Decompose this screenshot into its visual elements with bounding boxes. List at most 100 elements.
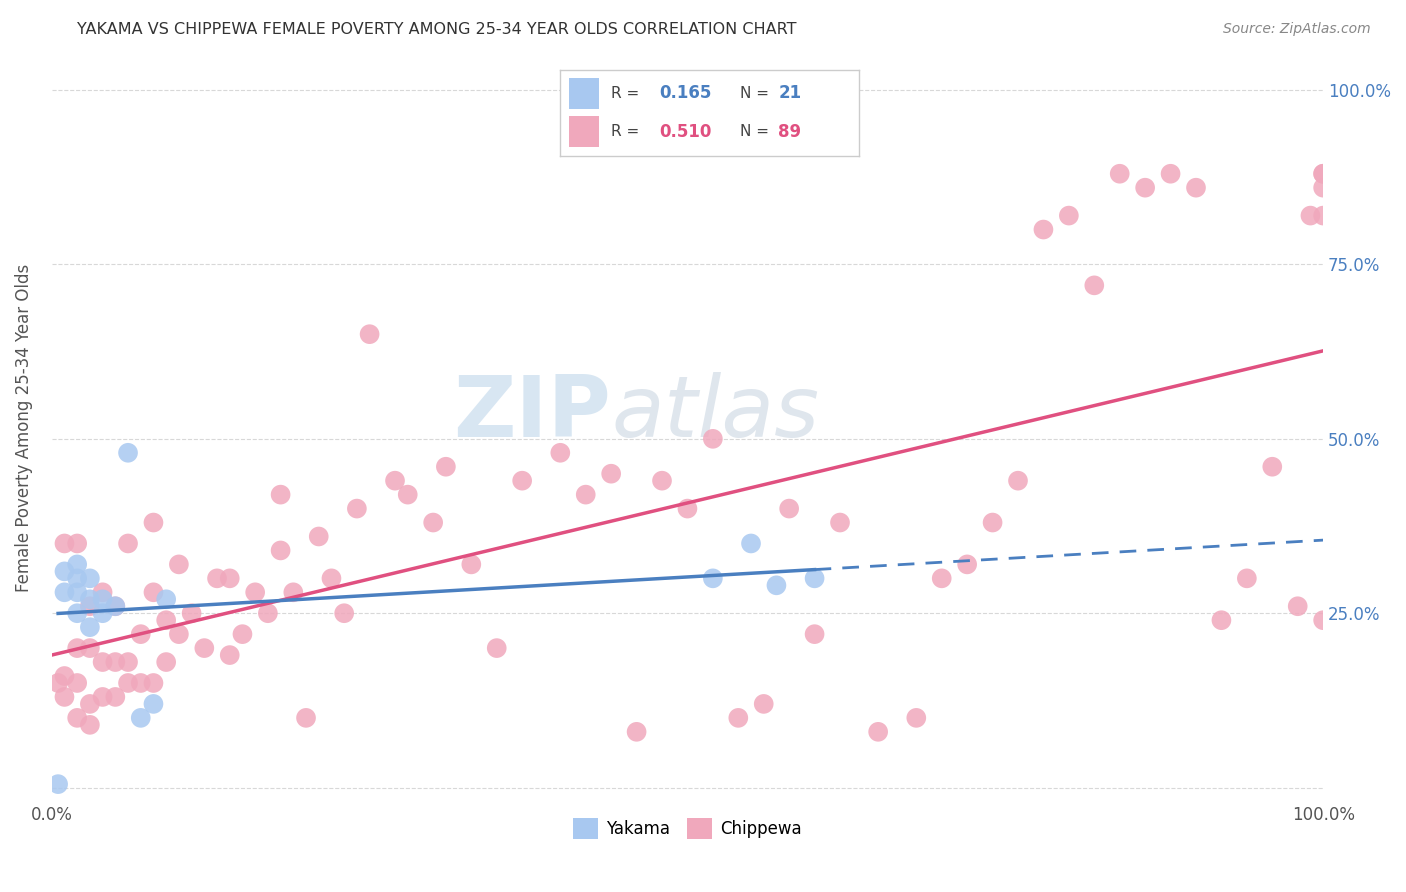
Point — [91, 592, 114, 607]
Legend: Yakama, Chippewa: Yakama, Chippewa — [567, 812, 808, 846]
Point — [868, 724, 890, 739]
Point — [1007, 474, 1029, 488]
Point — [129, 676, 152, 690]
Point — [981, 516, 1004, 530]
Point — [66, 558, 89, 572]
Point — [53, 536, 76, 550]
Point — [702, 432, 724, 446]
Point — [422, 516, 444, 530]
Point — [1261, 459, 1284, 474]
Point — [46, 676, 69, 690]
Point — [155, 655, 177, 669]
Point — [270, 543, 292, 558]
Point — [333, 606, 356, 620]
Point — [1133, 180, 1156, 194]
Point — [257, 606, 280, 620]
Point — [956, 558, 979, 572]
Point — [91, 690, 114, 704]
Point — [66, 571, 89, 585]
Point — [91, 655, 114, 669]
Point — [104, 690, 127, 704]
Point — [283, 585, 305, 599]
Point — [931, 571, 953, 585]
Point — [905, 711, 928, 725]
Point — [1286, 599, 1309, 614]
Point — [1236, 571, 1258, 585]
Point — [346, 501, 368, 516]
Point — [79, 620, 101, 634]
Point — [117, 676, 139, 690]
Point — [243, 585, 266, 599]
Point — [53, 690, 76, 704]
Point — [460, 558, 482, 572]
Point — [1312, 209, 1334, 223]
Point — [104, 599, 127, 614]
Point — [66, 711, 89, 725]
Point — [167, 627, 190, 641]
Point — [66, 606, 89, 620]
Point — [1312, 167, 1334, 181]
Point — [155, 613, 177, 627]
Point — [66, 676, 89, 690]
Point — [600, 467, 623, 481]
Point — [626, 724, 648, 739]
Point — [155, 592, 177, 607]
Point — [46, 777, 69, 791]
Point — [727, 711, 749, 725]
Point — [104, 655, 127, 669]
Point — [702, 571, 724, 585]
Point — [1160, 167, 1182, 181]
Point — [359, 327, 381, 342]
Point — [79, 599, 101, 614]
Point — [142, 585, 165, 599]
Point — [1032, 222, 1054, 236]
Point — [53, 585, 76, 599]
Point — [205, 571, 228, 585]
Point — [1211, 613, 1233, 627]
Point — [485, 641, 508, 656]
Point — [142, 676, 165, 690]
Point — [396, 488, 419, 502]
Point — [651, 474, 673, 488]
Point — [550, 446, 572, 460]
Point — [117, 536, 139, 550]
Point — [1312, 613, 1334, 627]
Point — [765, 578, 787, 592]
Point — [79, 697, 101, 711]
Point — [180, 606, 202, 620]
Point — [53, 669, 76, 683]
Text: atlas: atlas — [612, 372, 820, 455]
Point — [1083, 278, 1105, 293]
Point — [295, 711, 318, 725]
Text: ZIP: ZIP — [453, 372, 612, 455]
Point — [270, 488, 292, 502]
Point — [104, 599, 127, 614]
Point — [575, 488, 598, 502]
Point — [129, 627, 152, 641]
Point — [778, 501, 800, 516]
Point — [752, 697, 775, 711]
Point — [1312, 180, 1334, 194]
Point — [676, 501, 699, 516]
Text: Source: ZipAtlas.com: Source: ZipAtlas.com — [1223, 22, 1371, 37]
Point — [231, 627, 253, 641]
Point — [117, 446, 139, 460]
Point — [66, 536, 89, 550]
Point — [91, 585, 114, 599]
Point — [79, 718, 101, 732]
Point — [828, 516, 851, 530]
Point — [740, 536, 762, 550]
Point — [1108, 167, 1130, 181]
Point — [321, 571, 343, 585]
Point — [91, 606, 114, 620]
Point — [308, 529, 330, 543]
Point — [510, 474, 533, 488]
Point — [66, 641, 89, 656]
Point — [1057, 209, 1080, 223]
Point — [129, 711, 152, 725]
Point — [384, 474, 406, 488]
Point — [142, 697, 165, 711]
Point — [218, 571, 240, 585]
Point — [1185, 180, 1208, 194]
Point — [66, 585, 89, 599]
